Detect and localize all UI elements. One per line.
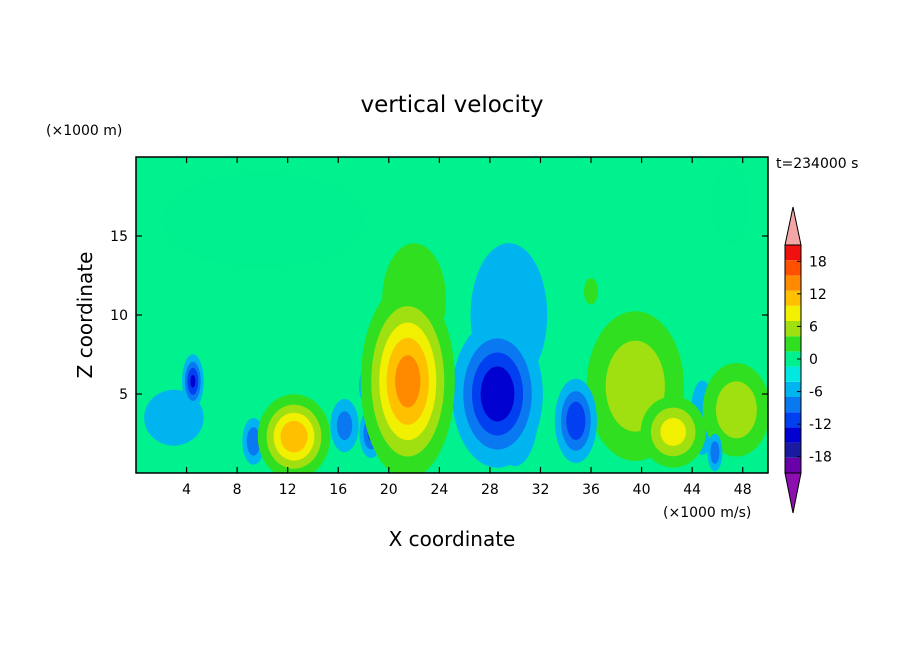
velocity-cell [702,362,768,457]
contour-band [395,355,421,408]
contour-band [480,366,515,422]
colorbar-band [785,442,801,458]
x-tick-label: 16 [329,482,347,498]
contour-band [336,411,353,440]
colorbar-under-arrow [784,472,802,514]
x-tick-label: 4 [182,482,191,498]
colorbar-band [785,305,801,321]
x-tick-label: 40 [633,482,651,498]
y-unit-label: (×1000 m) [46,123,122,139]
colorbar-band [785,381,801,397]
velocity-cell [584,278,599,305]
colorbar-band [785,290,801,306]
colorbar-over-arrow [784,206,802,246]
velocity-field [136,157,768,473]
contour-band [660,417,687,446]
colorbar-tick-label: -6 [809,385,823,401]
x-tick-label: 32 [532,482,550,498]
contour-band [710,441,720,464]
contour-band [566,401,586,441]
x-tick-label: 24 [430,482,448,498]
velocity-cell [360,284,455,473]
colorbar: 18 12 6 0 -6 -12 -18 [784,206,832,514]
contour-band [711,164,750,244]
colorbar-band [785,351,801,367]
velocity-cell [640,396,706,468]
x-tick-label: 20 [380,482,398,498]
colorbar-band [785,245,801,261]
colorbar-band [785,321,801,337]
contour-band [280,420,308,453]
contour-band [190,375,196,388]
y-tick-label: 5 [119,387,128,403]
velocity-cell [182,354,204,409]
colorbar-band [785,275,801,291]
chart-title: vertical velocity [361,92,544,118]
colorbar-band [785,366,801,382]
colorbar-tick-label: -18 [809,450,832,466]
colorbar-tick-label: -12 [809,417,832,433]
colorbar-tick-label: 6 [809,319,818,335]
colorbar-tick-label: 12 [809,287,827,303]
colorbar-band [785,397,801,413]
x-tick-label: 44 [683,482,701,498]
y-tick-label: 10 [110,308,128,324]
x-axis-ticks: 4 8 12 16 20 24 28 32 36 40 44 48 [182,157,752,498]
contour-band [161,172,364,268]
y-tick-label: 15 [110,229,128,245]
colorbar-tick-label: 18 [809,254,827,270]
colorbar-unit-label: (×1000 m/s) [663,505,751,521]
colorbar-band [785,412,801,428]
colorbar-band [785,427,801,443]
velocity-cell [554,378,597,463]
velocity-cell [452,320,543,468]
contour-band [246,427,261,456]
colorbar-band [785,336,801,352]
velocity-cell [707,433,723,472]
colorbar-tick-label: 0 [809,352,818,368]
colorbar-band [785,260,801,276]
x-tick-label: 12 [279,482,297,498]
velocity-cell [711,164,750,244]
x-tick-label: 36 [582,482,600,498]
y-axis-label: Z coordinate [73,252,97,379]
x-tick-label: 28 [481,482,499,498]
velocity-cell [330,399,359,453]
contour-band [715,381,757,439]
x-tick-label: 48 [734,482,752,498]
y-axis-ticks: 5 10 15 [110,229,768,403]
colorbar-band [785,457,801,473]
velocity-cell [257,394,331,473]
contour-band [584,278,599,305]
velocity-cell [161,172,364,268]
x-axis-label: X coordinate [389,527,516,551]
time-label: t=234000 s [776,156,858,172]
x-tick-label: 8 [233,482,242,498]
